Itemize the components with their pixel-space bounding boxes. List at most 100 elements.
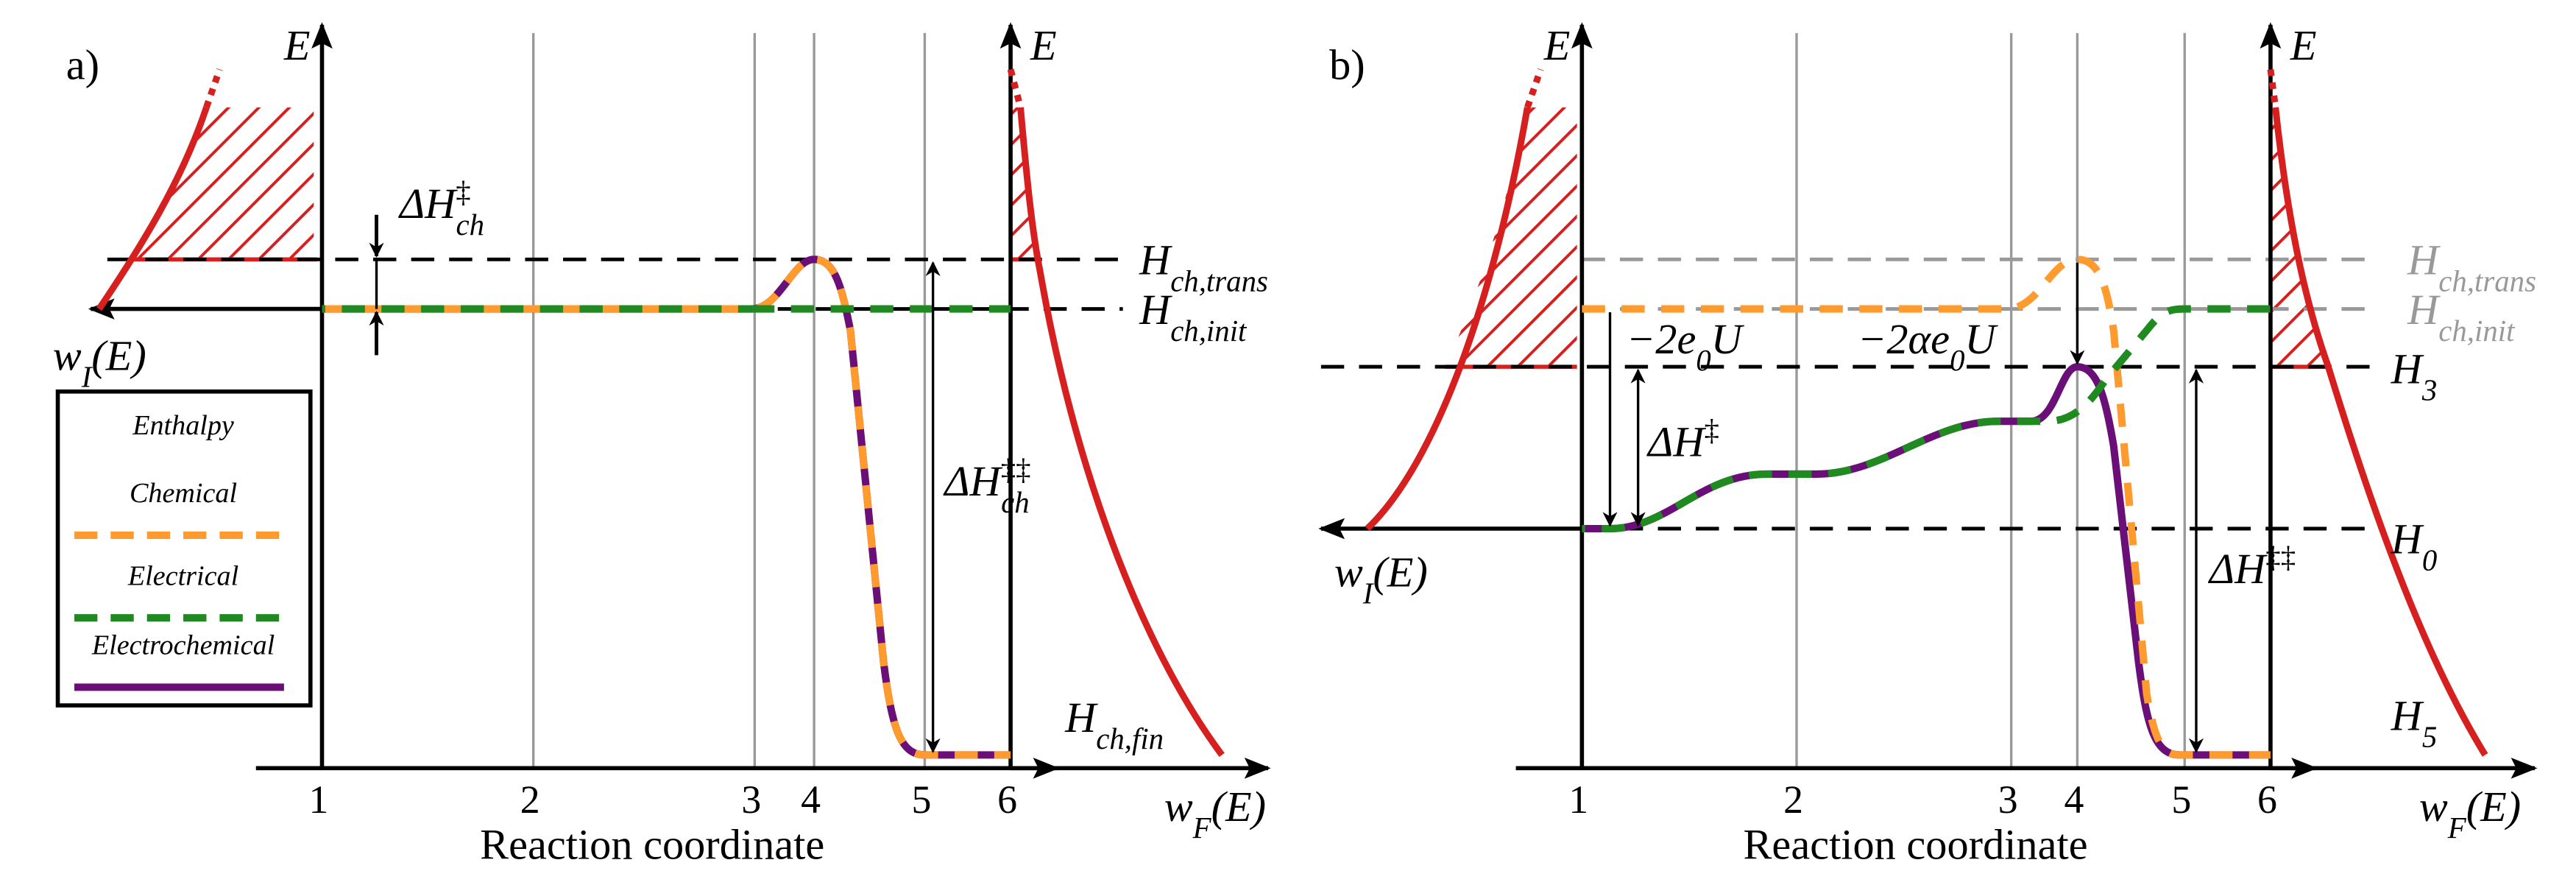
dos-label: wF(E) bbox=[2419, 783, 2521, 845]
panel-label: a) bbox=[66, 41, 99, 89]
tick-label: 6 bbox=[997, 778, 1017, 822]
shift-label-part: U bbox=[1964, 315, 1998, 363]
shift-label-part: 0 bbox=[1696, 344, 1710, 377]
tick-label-part: 6 bbox=[997, 778, 1017, 822]
overall-label-part: ΔH bbox=[943, 457, 1002, 505]
level-label-part: ch,init bbox=[2438, 314, 2516, 347]
level-label-part: H bbox=[2391, 515, 2424, 563]
level-label-part: H bbox=[1139, 286, 1172, 334]
axis-title: Reaction coordinate bbox=[1744, 821, 2088, 869]
level-label-part: H bbox=[2391, 345, 2424, 393]
level-label: H0 bbox=[2391, 515, 2438, 577]
dos-label-part: I bbox=[1362, 577, 1375, 610]
tick-label: 2 bbox=[1783, 778, 1803, 822]
barrier-label-part: ΔH bbox=[398, 180, 458, 228]
dos-curve bbox=[1365, 107, 1531, 532]
barrier-label-part: ch bbox=[456, 208, 485, 241]
energy-label-part: E bbox=[1543, 21, 1571, 69]
hatch-region bbox=[1445, 107, 1577, 367]
dos-label-part: w bbox=[1334, 549, 1363, 596]
barrier-label: ΔH‡ ch bbox=[398, 175, 484, 241]
dos-label-part: (E) bbox=[2466, 783, 2521, 831]
axis-title-part: Reaction coordinate bbox=[480, 821, 824, 869]
tick-label: 1 bbox=[309, 778, 329, 822]
level-label: Hch,init bbox=[2407, 286, 2516, 348]
tick-label: 6 bbox=[2257, 778, 2277, 822]
legend-item-part: Electrochemical bbox=[91, 630, 275, 661]
overall-label-part: ‡‡ bbox=[2265, 540, 2296, 574]
legend-item: Electrical bbox=[127, 560, 238, 591]
tick-label: 5 bbox=[2171, 778, 2191, 822]
level-label-part: 5 bbox=[2422, 720, 2437, 753]
tick-label-part: 6 bbox=[2257, 778, 2277, 822]
dos-label-part: F bbox=[1192, 811, 1212, 845]
energy-label: E bbox=[2290, 21, 2317, 69]
tick-label: 3 bbox=[1998, 778, 2018, 822]
level-label: Hch,trans bbox=[1139, 236, 1268, 297]
barrier-label-part: ‡ bbox=[456, 175, 470, 208]
tick-label-part: 5 bbox=[2171, 778, 2191, 822]
level-label: H5 bbox=[2391, 692, 2438, 753]
dos-curve bbox=[2272, 107, 2488, 757]
dos-label: wF(E) bbox=[1164, 783, 1266, 845]
axis-title: Reaction coordinate bbox=[480, 821, 824, 869]
panel-label-part: a) bbox=[66, 41, 99, 89]
dos-label-part: (E) bbox=[1373, 549, 1427, 596]
shift-label: −2αe0U bbox=[1858, 315, 1998, 377]
electrochemical-curve bbox=[322, 255, 1011, 759]
overall-label: ΔH‡‡ bbox=[2208, 540, 2296, 593]
legend-title-part: Enthalpy bbox=[132, 410, 234, 441]
tick-label-part: 1 bbox=[309, 778, 329, 822]
dos-curve-extension bbox=[203, 68, 223, 109]
dos-curve bbox=[1017, 107, 1225, 758]
hatch-region bbox=[2270, 107, 2329, 367]
barrier-label: ΔH‡ bbox=[1646, 413, 1719, 465]
level-label-part: H bbox=[2407, 236, 2441, 283]
axis-title-part: Reaction coordinate bbox=[1744, 821, 2088, 869]
shift-label-part: 0 bbox=[1950, 344, 1964, 377]
legend-item: Electrochemical bbox=[91, 630, 275, 661]
level-label-part: H bbox=[2391, 692, 2424, 740]
panel-label: b) bbox=[1329, 41, 1365, 89]
level-label: H3 bbox=[2391, 345, 2438, 407]
tick-label: 3 bbox=[741, 778, 761, 822]
overall-label-part: ‡‡ bbox=[1001, 453, 1031, 486]
diagram-layer: a)1 2 3 4 5 6E EΔH‡ chHch,transHch,initHch,finΔ… bbox=[53, 21, 2538, 869]
level-label: Hch,trans bbox=[2407, 236, 2536, 297]
legend-item-part: Electrical bbox=[127, 560, 238, 591]
dos-label-part: w bbox=[53, 332, 82, 380]
shift-label-part: −2αe bbox=[1858, 315, 1950, 363]
tick-label-part: 2 bbox=[1783, 778, 1803, 822]
dos-label: wI(E) bbox=[1334, 549, 1428, 610]
dos-label-part: (E) bbox=[1211, 783, 1266, 831]
tick-label: 5 bbox=[911, 778, 931, 822]
dos-label: wI(E) bbox=[53, 332, 146, 394]
level-label: Hch,fin bbox=[1064, 694, 1164, 755]
legend-title: Enthalpy bbox=[132, 410, 234, 441]
energy-label: E bbox=[283, 21, 311, 69]
dos-label-part: F bbox=[2447, 811, 2467, 845]
level-label: Hch,init bbox=[1139, 286, 1248, 348]
tick-label: 1 bbox=[1568, 778, 1588, 822]
dos-label-part: w bbox=[1164, 783, 1193, 831]
dos-curve bbox=[96, 106, 210, 311]
overall-label: ΔH‡‡ ch bbox=[943, 453, 1030, 519]
level-label-part: 3 bbox=[2421, 373, 2437, 406]
barrier-label-part: ΔH bbox=[1646, 417, 1706, 465]
tick-label: 4 bbox=[801, 778, 821, 822]
level-label-part: ch,trans bbox=[1170, 264, 1268, 297]
dos-label-part: I bbox=[81, 360, 93, 393]
dos-label-part: (E) bbox=[91, 332, 146, 380]
level-label-part: ch,init bbox=[1170, 314, 1248, 347]
legend-item: Chemical bbox=[130, 478, 237, 509]
level-label-part: ch,trans bbox=[2438, 264, 2536, 297]
hatch-region bbox=[132, 107, 314, 260]
dos-label-part: w bbox=[2419, 783, 2448, 831]
level-label-part: H bbox=[2407, 286, 2441, 334]
chemical-curve bbox=[322, 255, 1011, 759]
shift-label-part: U bbox=[1711, 315, 1745, 363]
tick-label-part: 4 bbox=[801, 778, 821, 822]
tick-label-part: 5 bbox=[911, 778, 931, 822]
tick-label: 2 bbox=[520, 778, 540, 822]
